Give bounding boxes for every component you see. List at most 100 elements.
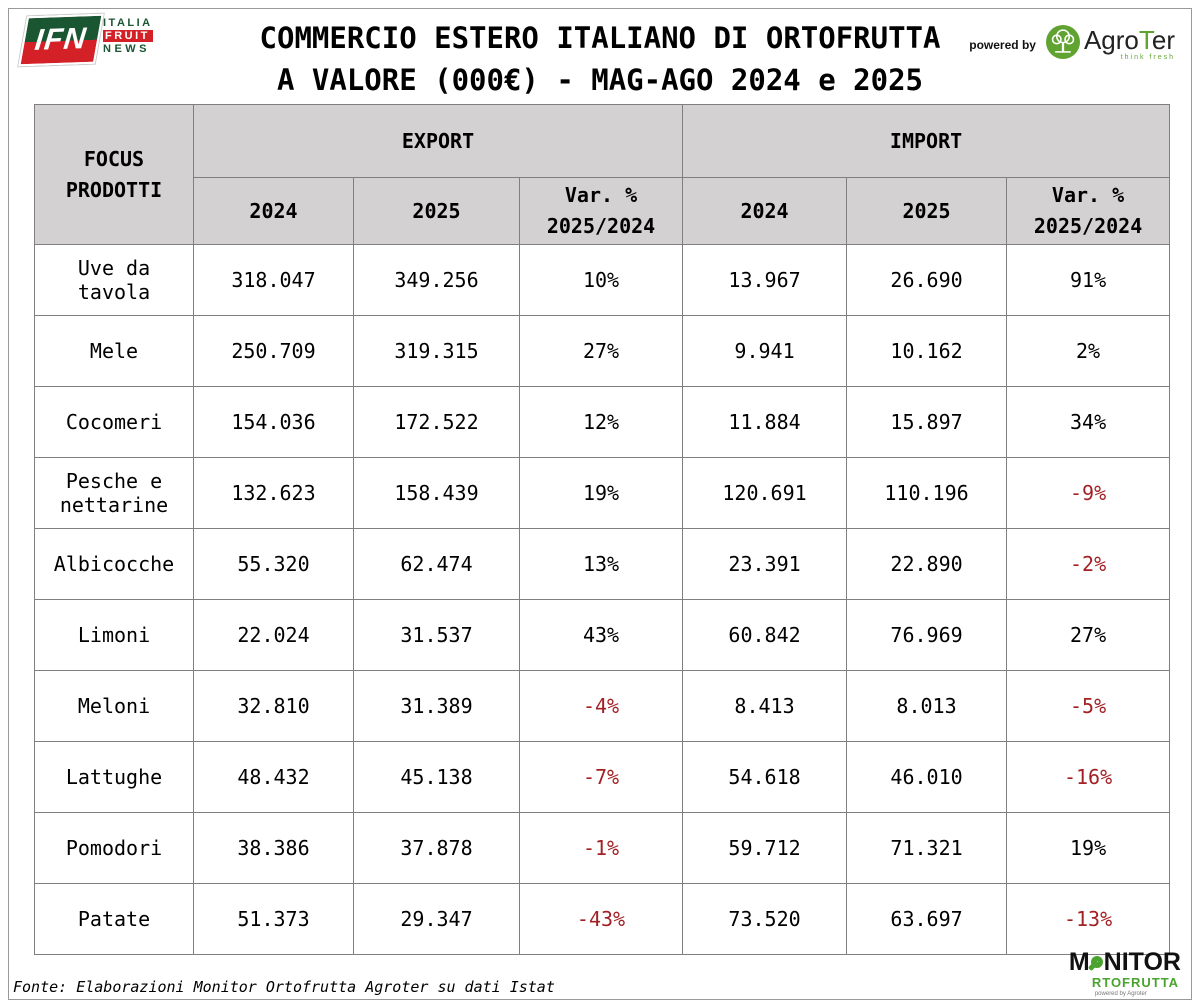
col-group-import: IMPORT (682, 104, 1171, 178)
page-title: COMMERCIO ESTERO ITALIANO DI ORTOFRUTTA … (9, 17, 1191, 101)
source-note: Fonte: Elaborazioni Monitor Ortofrutta A… (13, 978, 555, 996)
import-2025-cell: 10.162 (846, 315, 1008, 387)
import-2024-cell: 54.618 (682, 741, 848, 813)
export-var-cell: 43% (518, 599, 684, 671)
import-2025-cell: 76.969 (846, 599, 1008, 671)
agroter-logo-name: AgroTer (1083, 25, 1175, 55)
ifn-logo-italia: ITALIA (103, 17, 153, 29)
import-var-cell: -13% (1006, 883, 1171, 955)
import-2024-cell: 8.413 (682, 670, 848, 742)
export-var-cell: 12% (518, 386, 684, 458)
export-var-cell: 13% (518, 528, 684, 600)
product-name: Meloni (34, 670, 194, 742)
import-2024-cell: 59.712 (682, 812, 848, 884)
export-2025-cell: 319.315 (353, 315, 520, 387)
export-2024-cell: 154.036 (193, 386, 354, 458)
import-2024-cell: 60.842 (682, 599, 848, 671)
table-row: Mele 250.709 319.315 27% 9.941 10.162 2% (34, 315, 1171, 387)
import-var-cell: -2% (1006, 528, 1171, 600)
import-2024-cell: 11.884 (682, 386, 848, 458)
import-2025-cell: 8.013 (846, 670, 1008, 742)
product-name: Lattughe (34, 741, 194, 813)
import-var-cell: 2% (1006, 315, 1171, 387)
table-row: Limoni 22.024 31.537 43% 60.842 76.969 2… (34, 599, 1171, 671)
import-2025-cell: 110.196 (846, 457, 1008, 529)
export-2024-cell: 32.810 (193, 670, 354, 742)
magnifier-icon (1090, 955, 1103, 968)
import-2024-cell: 9.941 (682, 315, 848, 387)
export-2025-cell: 349.256 (353, 244, 520, 316)
product-name: Pomodori (34, 812, 194, 884)
export-2025-cell: 158.439 (353, 457, 520, 529)
product-name: Patate (34, 883, 194, 955)
product-name: Mele (34, 315, 194, 387)
powered-by-label: powered by (969, 37, 1036, 52)
import-var-cell: 34% (1006, 386, 1171, 458)
export-2024-cell: 318.047 (193, 244, 354, 316)
table-row: Patate 51.373 29.347 -43% 73.520 63.697 … (34, 883, 1171, 955)
col-header-import-var: Var. % 2025/2024 (1006, 177, 1171, 245)
export-2024-cell: 38.386 (193, 812, 354, 884)
agroter-logo-block: powered by AgroTer think fresh (969, 25, 1175, 64)
export-2024-cell: 132.623 (193, 457, 354, 529)
table-row: Lattughe 48.432 45.138 -7% 54.618 46.010… (34, 741, 1171, 813)
monitor-logo-line1: M NITOR (1068, 948, 1181, 976)
product-name: Cocomeri (34, 386, 194, 458)
ifn-logo-news: NEWS (103, 43, 150, 55)
col-header-export-2024: 2024 (193, 177, 354, 245)
import-2025-cell: 22.890 (846, 528, 1008, 600)
export-var-cell: -43% (518, 883, 684, 955)
product-name: Limoni (34, 599, 194, 671)
ifn-logo: IFN ITALIA FRUIT NEWS (18, 13, 153, 67)
agroter-tree-icon (1045, 25, 1080, 64)
col-header-import-2025: 2025 (846, 177, 1008, 245)
col-header-focus-prodotti: FOCUS PRODOTTI (34, 104, 194, 245)
infographic-page: IFN ITALIA FRUIT NEWS COMMERCIO ESTERO I… (8, 8, 1192, 1000)
table-row: Cocomeri 154.036 172.522 12% 11.884 15.8… (34, 386, 1171, 458)
product-name: Uve da tavola (34, 244, 194, 316)
export-2025-cell: 62.474 (353, 528, 520, 600)
product-name: Pesche e nettarine (34, 457, 194, 529)
export-2024-cell: 48.432 (193, 741, 354, 813)
import-var-cell: 91% (1006, 244, 1171, 316)
import-2025-cell: 71.321 (846, 812, 1008, 884)
page-title-line2: A VALORE (000€) - MAG-AGO 2024 e 2025 (276, 63, 923, 97)
export-2025-cell: 31.537 (353, 599, 520, 671)
table-row: Albicocche 55.320 62.474 13% 23.391 22.8… (34, 528, 1171, 600)
table-row: Meloni 32.810 31.389 -4% 8.413 8.013 -5% (34, 670, 1171, 742)
export-2024-cell: 22.024 (193, 599, 354, 671)
ifn-logo-fruit: FRUIT (103, 30, 153, 42)
page-title-line1: COMMERCIO ESTERO ITALIANO DI ORTOFRUTTA (259, 21, 941, 55)
import-var-cell: 19% (1006, 812, 1171, 884)
col-header-import-2024: 2024 (682, 177, 848, 245)
export-2024-cell: 55.320 (193, 528, 354, 600)
export-2025-cell: 45.138 (353, 741, 520, 813)
import-var-cell: 27% (1006, 599, 1171, 671)
trade-table: FOCUS PRODOTTI EXPORT IMPORT 2024 2025 V… (34, 104, 1171, 955)
agroter-tagline: think fresh (1120, 54, 1175, 61)
export-var-cell: -7% (518, 741, 684, 813)
ifn-logo-wordmark: ITALIA FRUIT NEWS (103, 15, 153, 55)
export-var-cell: 27% (518, 315, 684, 387)
col-group-export: EXPORT (192, 104, 684, 178)
export-var-cell: 19% (518, 457, 684, 529)
export-var-cell: 10% (518, 244, 684, 316)
monitor-ortofrutta-logo: M NITOR RTOFRUTTA powered by Agroter (1068, 948, 1181, 998)
import-2025-cell: 63.697 (846, 883, 1008, 955)
import-2025-cell: 26.690 (846, 244, 1008, 316)
import-2024-cell: 23.391 (682, 528, 848, 600)
import-2024-cell: 73.520 (682, 883, 848, 955)
export-var-cell: -1% (518, 812, 684, 884)
import-var-cell: -9% (1006, 457, 1171, 529)
export-2025-cell: 37.878 (353, 812, 520, 884)
table-header-years: 2024 2025 Var. % 2025/2024 2024 2025 Var… (35, 177, 1171, 245)
export-2025-cell: 29.347 (353, 883, 520, 955)
import-2024-cell: 120.691 (682, 457, 848, 529)
monitor-logo-line2: RTOFRUTTA (1091, 975, 1180, 990)
export-2024-cell: 250.709 (193, 315, 354, 387)
export-2025-cell: 172.522 (353, 386, 520, 458)
export-var-cell: -4% (518, 670, 684, 742)
table-row: Uve da tavola 318.047 349.256 10% 13.967… (34, 244, 1171, 316)
product-name: Albicocche (34, 528, 194, 600)
table-header-groups: FOCUS PRODOTTI EXPORT IMPORT (34, 104, 1171, 245)
